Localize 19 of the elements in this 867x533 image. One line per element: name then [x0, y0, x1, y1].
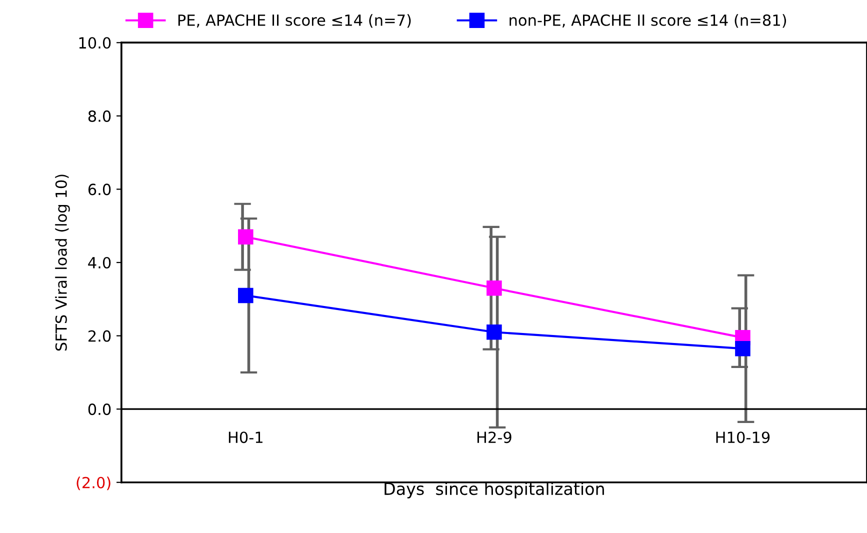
y-axis-title: SFTS Viral load (log 10): [55, 174, 70, 351]
x-tick-label: H2-9: [477, 432, 512, 444]
y-tick-label: (2.0): [76, 476, 110, 490]
point: [735, 340, 750, 356]
y-tick-label: 8.0: [88, 110, 111, 122]
y-tick-label: 2.0: [88, 330, 111, 342]
y-tick-label: 0.0: [88, 404, 111, 416]
legend-label: non-PE, APACHE II score ≤14 (n=81): [510, 14, 786, 28]
point: [238, 288, 254, 304]
point: [486, 324, 502, 340]
x-axis-title: Days since hospitalization: [384, 482, 604, 498]
point: [238, 229, 254, 244]
x-tick-label: H0-1: [228, 432, 262, 444]
y-tick-label: 10.0: [79, 37, 111, 49]
y-tick-label: 4.0: [88, 256, 111, 269]
legend-label: PE, APACHE II score ≤14 (n=7): [178, 14, 411, 28]
x-tick-label: H10-19: [716, 432, 770, 444]
y-tick-label: 6.0: [88, 184, 111, 196]
point: [486, 280, 502, 296]
